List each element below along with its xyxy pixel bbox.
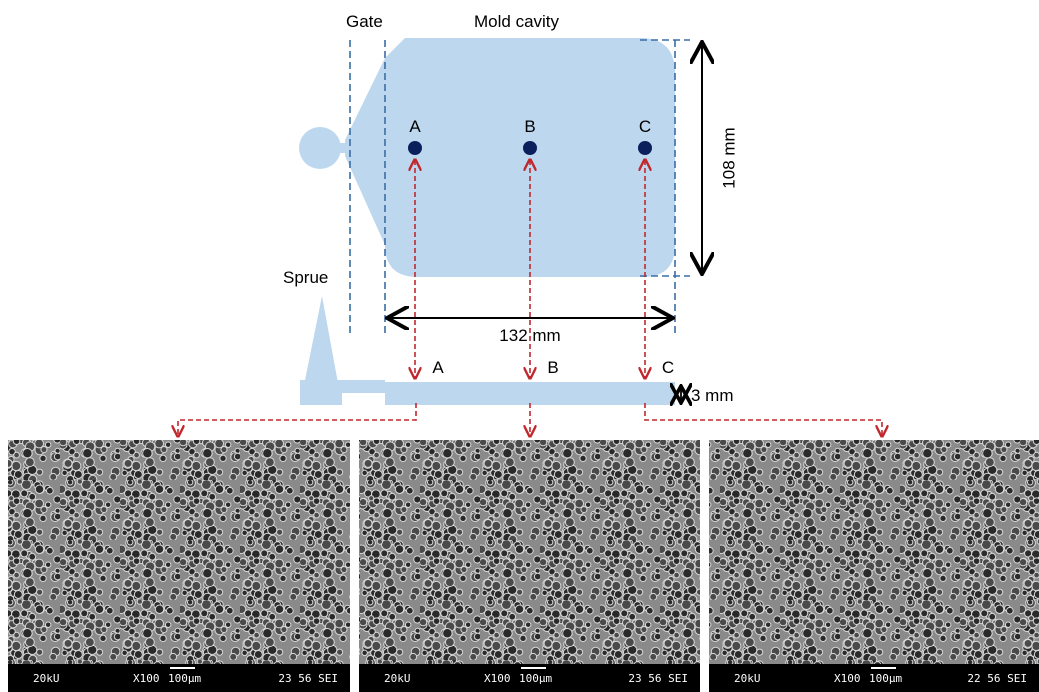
side-label: C <box>662 358 674 377</box>
scale: 100µm <box>869 672 902 685</box>
figure: Gate Mold cavity Sprue 108 mm 132 mm AAB… <box>0 0 1039 692</box>
thickness-label: 3 mm <box>691 386 734 405</box>
point-label: A <box>409 117 421 136</box>
point <box>638 141 652 155</box>
voltage: 20kU <box>734 672 761 685</box>
cavity-label: Mold cavity <box>474 12 560 31</box>
side-view <box>300 296 675 405</box>
top-view <box>299 38 675 277</box>
sem-image <box>709 440 1039 664</box>
micrographs: 20kU X100 100µm 23 56 SEI 20kU X100 100µm 23 56… <box>8 440 1039 692</box>
point <box>523 141 537 155</box>
gate-label: Gate <box>346 12 383 31</box>
side-label: B <box>547 358 558 377</box>
magnification: X100 <box>484 672 511 685</box>
side-label: A <box>432 358 444 377</box>
red-link <box>178 403 416 436</box>
scale: 100µm <box>168 672 201 685</box>
red-link <box>645 403 882 436</box>
info: 23 56 SEI <box>278 672 338 685</box>
voltage: 20kU <box>33 672 60 685</box>
point-label: C <box>639 117 651 136</box>
sem-image <box>359 440 700 664</box>
magnification: X100 <box>834 672 861 685</box>
magnification: X100 <box>133 672 160 685</box>
point <box>408 141 422 155</box>
height-label: 108 mm <box>719 127 738 188</box>
voltage: 20kU <box>384 672 411 685</box>
sprue-label: Sprue <box>283 268 328 287</box>
scale: 100µm <box>519 672 552 685</box>
point-label: B <box>524 117 535 136</box>
sem-image <box>8 440 350 664</box>
info: 23 56 SEI <box>628 672 688 685</box>
info: 22 56 SEI <box>967 672 1027 685</box>
